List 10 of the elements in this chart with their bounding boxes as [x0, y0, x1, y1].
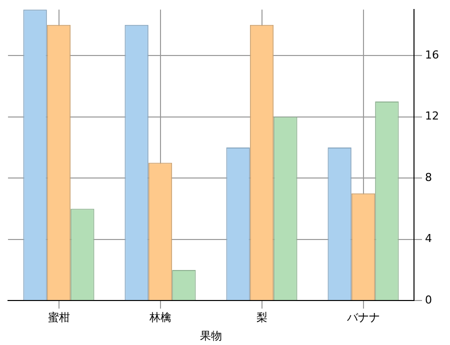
y-tick-label: 4 — [425, 232, 432, 246]
x-tick-label: 梨 — [256, 311, 268, 324]
x-tick-label: バナナ — [346, 311, 380, 324]
y-tick-label: 0 — [425, 293, 432, 306]
x-tick-label: 林檎 — [148, 311, 172, 324]
x-axis-title: 果物 — [200, 329, 222, 342]
x-tick-label: 蜜柑 — [48, 311, 70, 324]
y-tick-label: 16 — [425, 48, 440, 62]
y-tick-label: 12 — [425, 110, 440, 123]
y-tick-label: 8 — [425, 170, 432, 184]
